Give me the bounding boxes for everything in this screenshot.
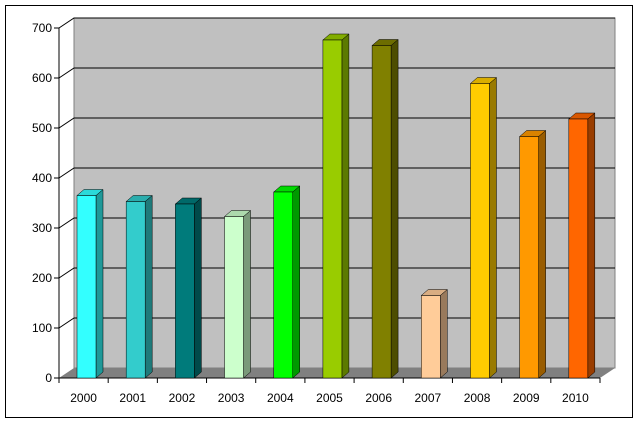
x-axis-tick-labels: 2000 2001 2002 2003 2004 2005 2006 2007 2008 2009… bbox=[70, 391, 589, 405]
y-tick-label: 700 bbox=[32, 21, 52, 35]
bar-side bbox=[194, 197, 202, 379]
bar-side bbox=[341, 33, 350, 379]
bar-side bbox=[390, 38, 399, 379]
bar-front bbox=[421, 295, 441, 379]
bar-2004 bbox=[273, 185, 301, 379]
gridline bbox=[58, 267, 615, 279]
x-tick-label: 2000 bbox=[70, 391, 97, 405]
y-axis-tick-labels: 0 100 200 300 400 500 600 700 bbox=[32, 21, 52, 385]
bar-2000 bbox=[76, 188, 104, 379]
x-tick-label: 2003 bbox=[218, 391, 245, 405]
y-tick-label: 600 bbox=[32, 71, 52, 85]
bar-front bbox=[125, 201, 146, 379]
x-tick-label: 2005 bbox=[316, 391, 343, 405]
y-tick-label: 0 bbox=[45, 371, 52, 385]
bar-front bbox=[519, 136, 539, 379]
bar-side bbox=[587, 112, 596, 379]
bar-front bbox=[273, 191, 293, 379]
x-tick-label: 2006 bbox=[365, 391, 392, 405]
y-tick-label: 400 bbox=[32, 171, 52, 185]
bar-side bbox=[292, 185, 300, 379]
x-tick-label: 2001 bbox=[119, 391, 146, 405]
x-tick-label: 2002 bbox=[169, 391, 196, 405]
gridline bbox=[58, 67, 615, 79]
bars bbox=[76, 33, 596, 379]
bar-2008 bbox=[469, 76, 498, 379]
x-tick-label: 2007 bbox=[415, 391, 442, 405]
bar-2006 bbox=[371, 38, 399, 379]
gridline bbox=[58, 17, 615, 29]
bar-2007 bbox=[420, 288, 448, 379]
bar-front bbox=[371, 45, 392, 379]
gridlines bbox=[58, 17, 615, 329]
bar-front bbox=[470, 83, 490, 379]
bar-front bbox=[76, 195, 97, 379]
bar-side bbox=[243, 209, 251, 379]
y-tick-label: 500 bbox=[32, 121, 52, 135]
y-tick-label: 200 bbox=[32, 271, 52, 285]
bar-side bbox=[440, 288, 448, 379]
gridline bbox=[58, 217, 615, 229]
x-tick-label: 2008 bbox=[464, 391, 491, 405]
bar-side bbox=[144, 194, 153, 379]
y-tick-label: 100 bbox=[32, 321, 52, 335]
bar-side bbox=[538, 129, 546, 379]
bar-side bbox=[489, 76, 497, 379]
bar-2003 bbox=[223, 209, 252, 379]
bar-side bbox=[95, 188, 104, 379]
bar-front bbox=[224, 216, 244, 379]
bar-2002 bbox=[174, 197, 203, 379]
bar-2009 bbox=[518, 129, 547, 379]
bar-2005 bbox=[322, 33, 350, 379]
y-tick-label: 300 bbox=[32, 221, 52, 235]
x-tick-label: 2009 bbox=[513, 391, 540, 405]
bar-front bbox=[322, 39, 343, 379]
x-tick-label: 2004 bbox=[267, 391, 294, 405]
gridline bbox=[58, 117, 615, 129]
bar-2001 bbox=[125, 194, 153, 379]
bar-2010 bbox=[568, 112, 596, 379]
bar-front bbox=[175, 203, 195, 379]
bar-front bbox=[568, 118, 589, 379]
gridline bbox=[58, 167, 615, 179]
x-tick-label: 2010 bbox=[562, 391, 589, 405]
